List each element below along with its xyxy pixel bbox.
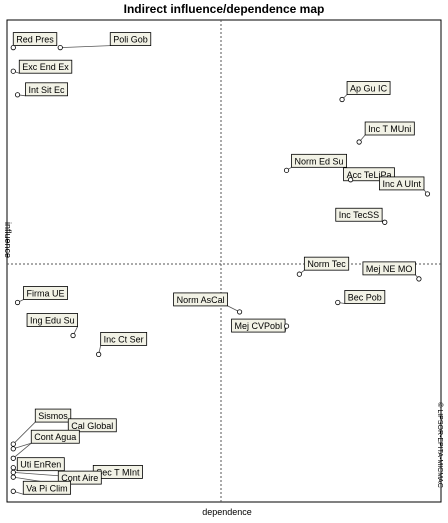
point-label-box-inc-ct-ser bbox=[100, 331, 148, 346]
point-marker-va-pi-clim bbox=[10, 488, 16, 494]
point-label-box-norm-ascal bbox=[173, 292, 228, 307]
point-label-inc-tecss: Inc TecSS bbox=[339, 210, 379, 220]
point-label-cont-aire: Cont Aire bbox=[61, 473, 98, 483]
point-marker-inc-a-uint bbox=[424, 191, 431, 197]
point-marker-cont-agua bbox=[10, 455, 16, 461]
point-label-box-poli-gob bbox=[109, 32, 152, 46]
point-marker-cal-global bbox=[10, 446, 16, 452]
point-label-box-norm-ed-su bbox=[291, 153, 347, 168]
point-label-box-exc-end-ex bbox=[18, 59, 73, 74]
point-label-box-cal-global bbox=[67, 418, 117, 433]
point-connector-cont-agua bbox=[13, 442, 32, 459]
point-label-firma-ue: Firma UE bbox=[27, 288, 65, 298]
point-marker-bec-pob bbox=[335, 299, 341, 306]
point-label-norm-ascal: Norm AsCal bbox=[177, 295, 225, 305]
point-label-box-inc-tecss bbox=[335, 207, 383, 222]
point-label-box-firma-ue bbox=[23, 286, 68, 300]
point-label-int-sit-ec: Int Sit Ec bbox=[29, 85, 66, 95]
point-label-box-sismos bbox=[34, 408, 72, 423]
point-label-box-norm-tec bbox=[303, 256, 350, 271]
point-label-uti-enren: Uti EnRen bbox=[20, 460, 61, 470]
point-label-poli-gob: Poli Gob bbox=[113, 35, 148, 45]
point-label-box-inc-a-uint bbox=[379, 176, 425, 191]
point-marker-red-pres bbox=[10, 44, 16, 51]
point-label-box-cont-agua bbox=[30, 429, 80, 444]
point-label-box-cont-aire bbox=[57, 470, 102, 485]
x-axis-label: dependence bbox=[202, 507, 252, 517]
point-label-box-va-pi-clim bbox=[22, 480, 72, 495]
point-marker-acc-telipa bbox=[347, 177, 354, 183]
point-marker-inc-ct-ser bbox=[96, 351, 102, 357]
point-marker-norm-ed-su bbox=[283, 167, 290, 173]
point-marker-firma-ue bbox=[14, 299, 21, 306]
point-label-box-red-pres bbox=[12, 32, 58, 46]
point-marker-mej-cvpobl bbox=[283, 323, 290, 329]
point-marker-sismos bbox=[10, 441, 16, 447]
point-marker-cont-aire bbox=[10, 474, 16, 480]
point-label-mej-ne-mo: Mej NE MO bbox=[366, 264, 413, 274]
point-marker-norm-ascal bbox=[236, 309, 243, 315]
point-label-box-uti-enren bbox=[16, 457, 65, 472]
point-marker-poli-gob bbox=[57, 44, 63, 51]
point-label-sec-t-mint: Sec T MInt bbox=[96, 467, 140, 477]
point-label-inc-t-muni: Inc T MUni bbox=[368, 124, 411, 134]
point-connector-sismos bbox=[12, 421, 36, 445]
point-marker-sec-t-mint bbox=[10, 469, 16, 475]
point-label-box-int-sit-ec bbox=[25, 82, 68, 97]
point-label-va-pi-clim: Va Pi Clim bbox=[26, 483, 67, 493]
point-marker-inc-t-muni bbox=[356, 139, 362, 145]
point-marker-norm-tec bbox=[296, 271, 302, 277]
point-label-inc-ct-ser: Inc Ct Ser bbox=[104, 334, 144, 344]
side-copyright-text: © LIPSOR-EPITA-MICMAC bbox=[436, 402, 444, 488]
point-label-ap-gu-ic: Ap Gu IC bbox=[350, 84, 388, 94]
point-label-box-mej-ne-mo bbox=[362, 261, 416, 276]
point-label-mej-cvpobl: Mej CVPobl bbox=[235, 321, 283, 331]
point-label-norm-ed-su: Norm Ed Su bbox=[295, 156, 344, 166]
y-axis-label: influence bbox=[3, 222, 13, 258]
point-label-norm-tec: Norm Tec bbox=[307, 259, 346, 269]
point-label-box-bec-pob bbox=[344, 290, 386, 304]
point-label-sismos: Sismos bbox=[38, 411, 68, 421]
point-marker-int-sit-ec bbox=[14, 92, 21, 98]
point-label-acc-telipa: Acc TeLiPa bbox=[347, 170, 392, 180]
point-label-cal-global: Cal Global bbox=[71, 421, 113, 431]
point-label-cont-agua: Cont Agua bbox=[34, 432, 76, 442]
point-label-ing-edu-su: Ing Edu Su bbox=[30, 316, 75, 326]
point-marker-ing-edu-su bbox=[70, 332, 76, 339]
point-label-red-pres: Red Pres bbox=[16, 35, 54, 45]
point-label-inc-a-uint: Inc A UInt bbox=[382, 179, 421, 189]
points-layer: Red Pres Poli Gob Exc End Ex Int Sit Ec Ap G… bbox=[10, 32, 431, 495]
chart-title: Indirect influence/dependence map bbox=[123, 2, 325, 16]
point-marker-mej-ne-mo bbox=[416, 276, 422, 282]
point-label-box-inc-t-muni bbox=[364, 121, 415, 136]
point-marker-exc-end-ex bbox=[10, 68, 16, 74]
point-label-box-ing-edu-su bbox=[26, 313, 78, 327]
point-label-box-ap-gu-ic bbox=[346, 81, 391, 95]
point-marker-ap-gu-ic bbox=[339, 96, 345, 103]
point-connector-poli-gob bbox=[60, 45, 111, 48]
point-marker-uti-enren bbox=[10, 465, 16, 471]
point-label-exc-end-ex: Exc End Ex bbox=[22, 62, 69, 72]
point-label-bec-pob: Bec Pob bbox=[348, 292, 382, 302]
point-marker-inc-tecss bbox=[382, 219, 388, 225]
